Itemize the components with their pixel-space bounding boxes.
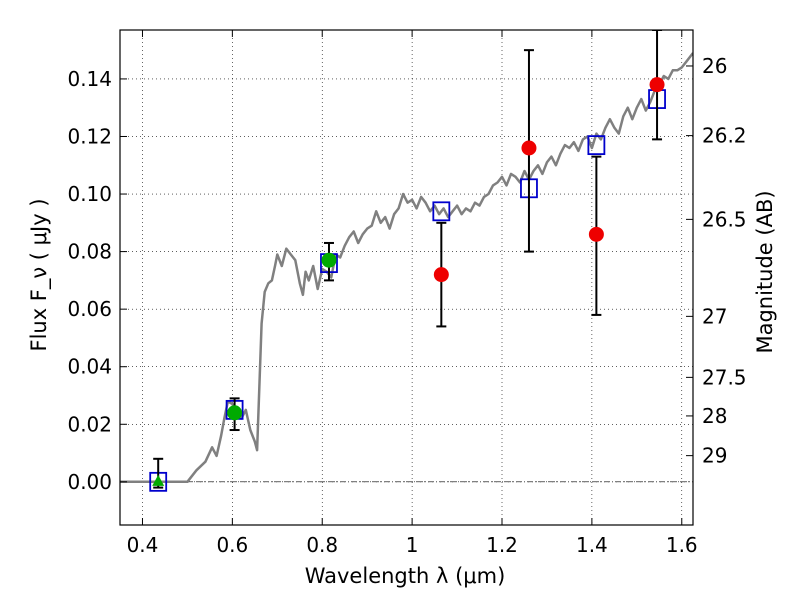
right-axis-label: Magnitude (AB) [753,190,777,353]
y-tick-label: 0.08 [67,240,112,264]
y-tick-label: 0.00 [67,470,112,494]
model-photometry-square [432,201,451,222]
axis-ticks: 0.4 0.6 0.8 1 1.2 1.4 1.6 0.00 0.02 0.04 0.06 0.08 0… [67,30,747,557]
upper-limit-triangle [152,474,165,486]
y-tick-label: 0.14 [67,67,112,91]
grid [120,30,693,525]
right-tick-label: 26 [702,54,727,78]
observed-flux-point [321,252,337,268]
x-tick-label: 1.6 [666,533,698,557]
plot-area [120,30,693,492]
right-tick-label: 26.5 [702,207,747,231]
model-photometry-square [587,135,606,156]
x-tick-label: 1.2 [486,533,518,557]
x-tick-label: 0.6 [216,533,248,557]
observed-flux-point [521,140,537,156]
right-tick-label: 27 [702,304,727,328]
right-tick-label: 27.5 [702,365,747,389]
observed-flux-point [227,405,243,421]
x-tick-label: 1 [406,533,419,557]
right-tick-label: 28 [702,404,727,428]
observed-flux-point [433,267,449,283]
x-tick-label: 0.4 [127,533,159,557]
x-tick-label: 1.4 [576,533,608,557]
plot-frame [119,29,694,526]
observed-flux-point [588,226,604,242]
y-tick-label: 0.06 [67,297,112,321]
y-tick-label: 0.10 [67,182,112,206]
observed-flux-point [649,77,665,93]
y-axis-label: Flux F_ν ( μJy ) [27,198,52,351]
x-axis-label: Wavelength λ (μm) [305,564,506,588]
right-tick-label: 26.2 [702,124,747,148]
model-spectrum-line [120,52,693,484]
y-tick-label: 0.04 [67,355,112,379]
y-tick-label: 0.02 [67,412,112,436]
y-tick-label: 0.12 [67,124,112,148]
right-tick-label: 29 [702,444,727,468]
x-tick-label: 0.8 [306,533,338,557]
